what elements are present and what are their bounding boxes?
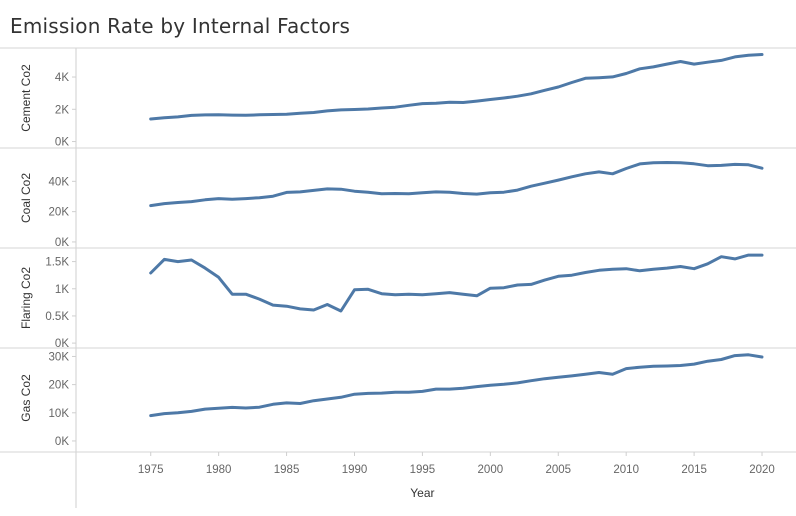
x-tick-label: 1990: [342, 464, 368, 476]
coal-co2-series-line: [149, 161, 764, 208]
x-axis-label: Year: [410, 486, 434, 500]
x-tick-label: 2010: [613, 464, 639, 476]
y-tick-label: 10K: [49, 408, 70, 420]
y-tick-label: 0K: [55, 137, 69, 149]
y-tick-label: 0K: [55, 436, 69, 448]
y-tick-label: 20K: [49, 207, 70, 219]
x-tick-label: 2005: [545, 464, 571, 476]
gas-co2-series-line: [149, 353, 764, 418]
y-tick-label: 0K: [55, 237, 69, 249]
flaring-co2-series-line: [149, 253, 764, 313]
y-tick-label: 40K: [49, 176, 70, 188]
y-tick-label: 0.5K: [45, 311, 69, 323]
x-tick-label: 1975: [138, 464, 164, 476]
chart-title: Emission Rate by Internal Factors: [10, 14, 351, 38]
x-tick-label: 1995: [410, 464, 436, 476]
gas-co2-axis-label: Gas Co2: [19, 374, 33, 422]
x-tick-label: 2015: [681, 464, 707, 476]
y-tick-label: 30K: [49, 351, 70, 363]
y-tick-label: 2K: [55, 104, 69, 116]
y-tick-label: 0K: [55, 338, 69, 350]
y-tick-label: 4K: [55, 72, 69, 84]
y-tick-label: 1K: [55, 284, 69, 296]
cement-co2-series-line: [149, 53, 764, 121]
x-tick-label: 1985: [274, 464, 300, 476]
x-tick-label: 2020: [749, 464, 775, 476]
y-tick-label: 1.5K: [45, 257, 69, 269]
y-tick-label: 20K: [49, 380, 70, 392]
cement-co2-axis-label: Cement Co2: [19, 64, 33, 132]
x-tick-label: 1980: [206, 464, 232, 476]
x-tick-label: 2000: [478, 464, 504, 476]
flaring-co2-axis-label: Flaring Co2: [19, 267, 33, 329]
coal-co2-axis-label: Coal Co2: [19, 173, 33, 223]
